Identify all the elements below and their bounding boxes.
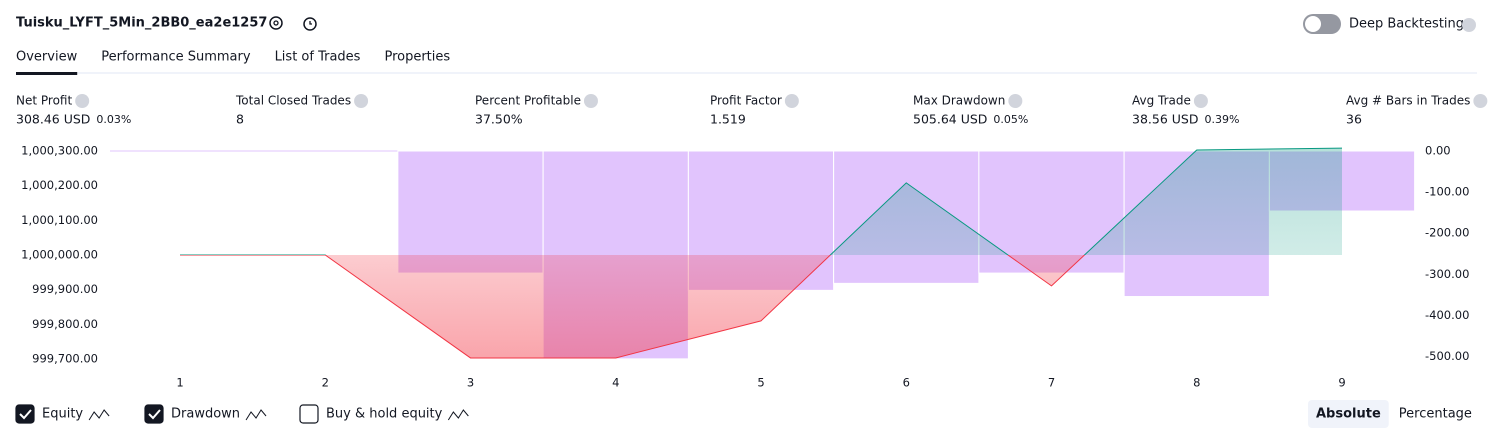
metric-label: Avg # Bars in Trades [1346,94,1470,108]
x-tick-label: 7 [1048,376,1055,390]
tab[interactable]: Performance Summary [101,50,251,65]
metric-value: 308.46 USD [16,112,90,127]
info-icon[interactable] [1473,94,1488,108]
tab[interactable]: Properties [384,50,450,65]
x-tick-label: 8 [1193,376,1200,390]
checkmark [148,409,161,420]
checkbox-label: Buy & hold equity [326,407,443,422]
tab[interactable]: List of Trades [275,50,361,65]
metric-value: 37.50% [475,112,523,127]
metric-label: Total Closed Trades [235,94,351,108]
equity-line-negative [180,255,1086,359]
y2-tick-label: -200.00 [1425,226,1469,240]
metric-label: Profit Factor [710,94,782,108]
metric-value: 38.56 USD [1132,112,1198,127]
series-icon [447,409,469,421]
equity-area-positive [180,148,1342,255]
checkmark [19,409,32,420]
y-tick-label: 999,800.00 [32,317,98,331]
equity-line-positive [180,147,1343,255]
checkbox-label: Equity [42,407,83,422]
metric-label: Avg Trade [1132,94,1191,108]
metric-percent: 0.39% [1204,113,1239,126]
x-tick-label: 4 [612,376,619,390]
mode-button-label[interactable]: Absolute [1316,407,1381,422]
active-tab-indicator [16,72,78,75]
info-icon[interactable] [75,94,90,108]
metric-label: Max Drawdown [913,94,1005,108]
equity-area-negative [180,255,1342,358]
x-tick-label: 1 [176,376,183,390]
x-tick-label: 3 [467,376,474,390]
settings-icon[interactable] [269,16,283,30]
y-tick-label: 1,000,300.00 [21,144,98,158]
y2-tick-label: -300.00 [1425,267,1469,281]
y-tick-label: 999,700.00 [32,352,98,366]
mode-button-label[interactable]: Percentage [1399,407,1472,422]
y-tick-label: 1,000,100.00 [21,213,98,227]
y2-tick-label: -500.00 [1425,349,1469,363]
checkbox[interactable] [15,404,35,424]
y2-tick-label: -400.00 [1425,308,1469,322]
info-icon[interactable] [1008,94,1023,108]
y-tick-label: 1,000,000.00 [21,248,98,262]
toggle-knob [1305,16,1321,32]
series-icon [245,409,267,421]
y-tick-label: 1,000,200.00 [21,178,98,192]
drawdown-bar [397,150,544,274]
alert-icon[interactable] [303,17,317,31]
x-tick-label: 9 [1338,376,1345,390]
series-icon [88,409,110,421]
toggle-label: Deep Backtesting [1349,17,1464,32]
checkbox[interactable] [299,404,319,424]
x-tick-label: 6 [903,376,910,390]
tab[interactable]: Overview [16,50,78,65]
metric-value: 8 [236,112,244,127]
help-icon[interactable] [1462,18,1476,32]
metric-value: 505.64 USD [913,112,987,127]
metric-value: 36 [1346,112,1362,127]
metric-percent: 0.03% [96,113,131,126]
checkbox[interactable] [144,404,164,424]
info-icon[interactable] [354,94,369,108]
y2-tick-label: -100.00 [1425,185,1469,199]
info-icon[interactable] [583,94,598,108]
mode-button[interactable] [1308,400,1389,428]
metric-label: Net Profit [16,94,72,108]
y-tick-label: 999,900.00 [32,282,98,296]
info-icon[interactable] [1193,94,1208,108]
x-tick-label: 2 [322,376,329,390]
info-icon[interactable] [784,94,799,108]
tabs-divider [16,72,1477,74]
metric-percent: 0.05% [993,113,1028,126]
strategy-title: Tuisku_LYFT_5Min_2BB0_ea2e1257 [16,16,267,31]
x-tick-label: 5 [757,376,764,390]
metric-label: Percent Profitable [475,94,581,108]
checkbox-label: Drawdown [171,407,240,422]
y2-tick-label: 0.00 [1425,144,1451,158]
metric-value: 1.519 [710,112,746,127]
